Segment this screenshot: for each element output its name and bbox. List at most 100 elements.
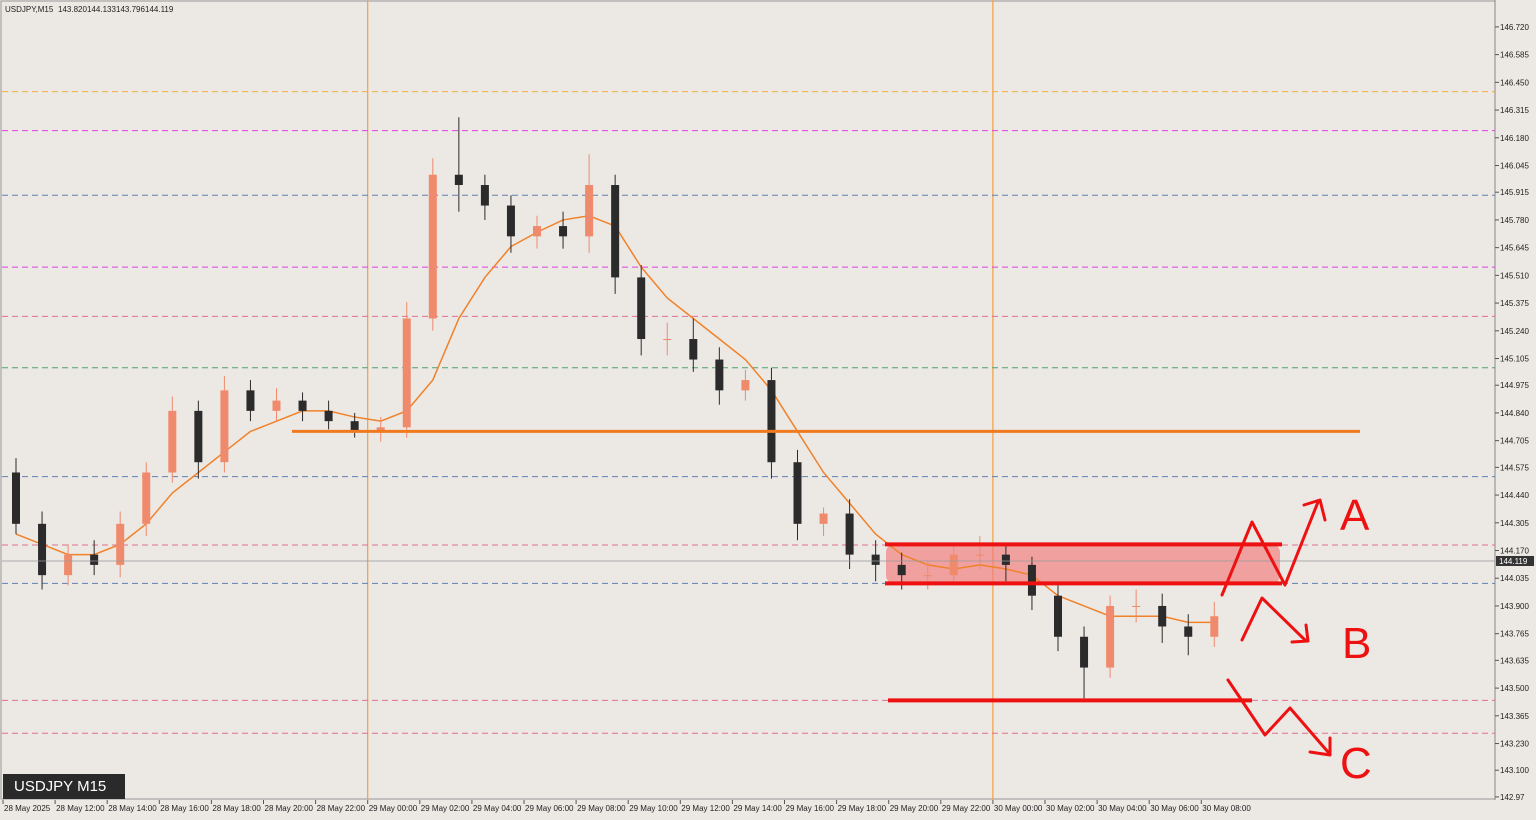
y-tick-label: 145.375 (1500, 299, 1529, 308)
candle-body (376, 427, 385, 432)
candle-body (663, 339, 672, 341)
arrow-a (1220, 498, 1327, 597)
candle-body (611, 185, 620, 278)
candle-body (1027, 564, 1036, 596)
candle-body (923, 575, 932, 577)
x-tick-label: 28 May 12:00 (56, 804, 105, 813)
candle-body (1184, 626, 1193, 637)
candle-body (454, 174, 463, 186)
candle-body (689, 339, 698, 360)
current-price-box (1496, 555, 1534, 566)
y-tick-label: 146.180 (1500, 134, 1529, 143)
candle-body (220, 390, 229, 463)
y-tick-label: 144.440 (1500, 491, 1529, 500)
candle-body (871, 554, 880, 565)
annotation: B (1342, 619, 1371, 668)
y-tick-label: 145.645 (1500, 244, 1529, 253)
x-tick-label: 28 May 16:00 (160, 804, 209, 813)
x-tick-label: 28 May 22:00 (317, 804, 366, 813)
annotation: C (1340, 739, 1372, 788)
chart-title: USDJPY,M15 (5, 5, 54, 14)
candle-body (1210, 616, 1219, 637)
y-tick-label: 143.230 (1500, 740, 1529, 749)
candle-body (741, 380, 750, 391)
header: USDJPY,M15 143.820 144.133 143.796 144.119 (5, 5, 174, 14)
zone (886, 544, 1280, 584)
y-tick-label: 142.97 (1500, 793, 1525, 802)
y-tick-label: 145.240 (1500, 327, 1529, 336)
y-tick-label: 143.900 (1500, 602, 1529, 611)
arrow-b (1240, 596, 1310, 644)
candle-body (402, 318, 411, 428)
y-tick-label: 146.720 (1500, 23, 1529, 32)
x-tick-label: 30 May 00:00 (994, 804, 1043, 813)
y-tick-label: 144.305 (1500, 519, 1529, 528)
candle-body (1001, 554, 1010, 565)
candle-body (1132, 605, 1141, 607)
candle-body (480, 185, 489, 206)
arrow-c (1226, 678, 1332, 757)
candle-body (715, 359, 724, 391)
y-tick-label: 143.100 (1500, 766, 1529, 775)
y-tick-label: 143.765 (1500, 630, 1529, 639)
header-value: 144.133 (87, 5, 116, 14)
candle-body (1080, 636, 1089, 668)
header-value: 143.820 (58, 5, 87, 14)
candle-body (506, 205, 515, 237)
y-tick-label: 144.170 (1500, 547, 1529, 556)
y-tick-label: 145.915 (1500, 188, 1529, 197)
x-tick-label: 29 May 02:00 (421, 804, 470, 813)
x-tick-label: 28 May 20:00 (265, 804, 314, 813)
x-tick-label: 30 May 06:00 (1150, 804, 1199, 813)
candle-body (767, 380, 776, 463)
y-tick-label: 145.510 (1500, 271, 1529, 280)
x-tick-label: 28 May 14:00 (108, 804, 157, 813)
y-tick-label: 146.045 (1500, 162, 1529, 171)
candle-body (559, 226, 568, 237)
y-tick-label: 144.840 (1500, 409, 1529, 418)
y-tick-label: 143.500 (1500, 684, 1529, 693)
y-tick-label: 144.975 (1500, 381, 1529, 390)
y-tick-label: 146.450 (1500, 78, 1529, 87)
candle-body (64, 554, 73, 576)
candle-body (1106, 605, 1115, 668)
candle-body (533, 226, 541, 237)
y-tick-label: 145.780 (1500, 216, 1529, 225)
candle-body (38, 523, 47, 576)
candle-body (324, 410, 333, 422)
candle-body (845, 513, 854, 555)
x-tick-label: 28 May 18:00 (212, 804, 261, 813)
y-tick-label: 145.105 (1500, 355, 1529, 364)
candle-body (12, 472, 20, 524)
y-tick-label: 143.365 (1500, 712, 1529, 721)
candle-body (1158, 605, 1167, 627)
y-tick-label: 144.705 (1500, 437, 1529, 446)
x-tick-label: 29 May 12:00 (681, 804, 730, 813)
candle-body (949, 554, 958, 576)
watermark: USDJPY M15 (14, 778, 106, 795)
candle-body (819, 513, 828, 524)
candle-body (1054, 595, 1062, 637)
candle-body (194, 410, 203, 463)
candle-body (975, 554, 984, 556)
scenario-arrows (1220, 498, 1332, 757)
candle-body (246, 390, 255, 411)
candle-body (168, 410, 177, 473)
x-tick-label: 29 May 16:00 (786, 804, 835, 813)
x-tick-label: 28 May 2025 (4, 804, 51, 813)
candle-body (793, 462, 802, 524)
candle-body (90, 554, 99, 565)
x-tick-label: 29 May 00:00 (369, 804, 418, 813)
y-tick-label: 146.585 (1500, 51, 1529, 60)
header-value: 143.796 (116, 5, 145, 14)
candle-body (298, 400, 307, 411)
current-price-label: 144.119 (1499, 557, 1528, 566)
candle-body (142, 472, 151, 524)
y-tick-label: 143.635 (1500, 656, 1529, 665)
x-tick-label: 29 May 04:00 (473, 804, 522, 813)
x-tick-label: 29 May 08:00 (577, 804, 626, 813)
x-tick-label: 29 May 20:00 (890, 804, 939, 813)
y-tick-label: 146.315 (1500, 106, 1529, 115)
candle-body (585, 185, 594, 237)
